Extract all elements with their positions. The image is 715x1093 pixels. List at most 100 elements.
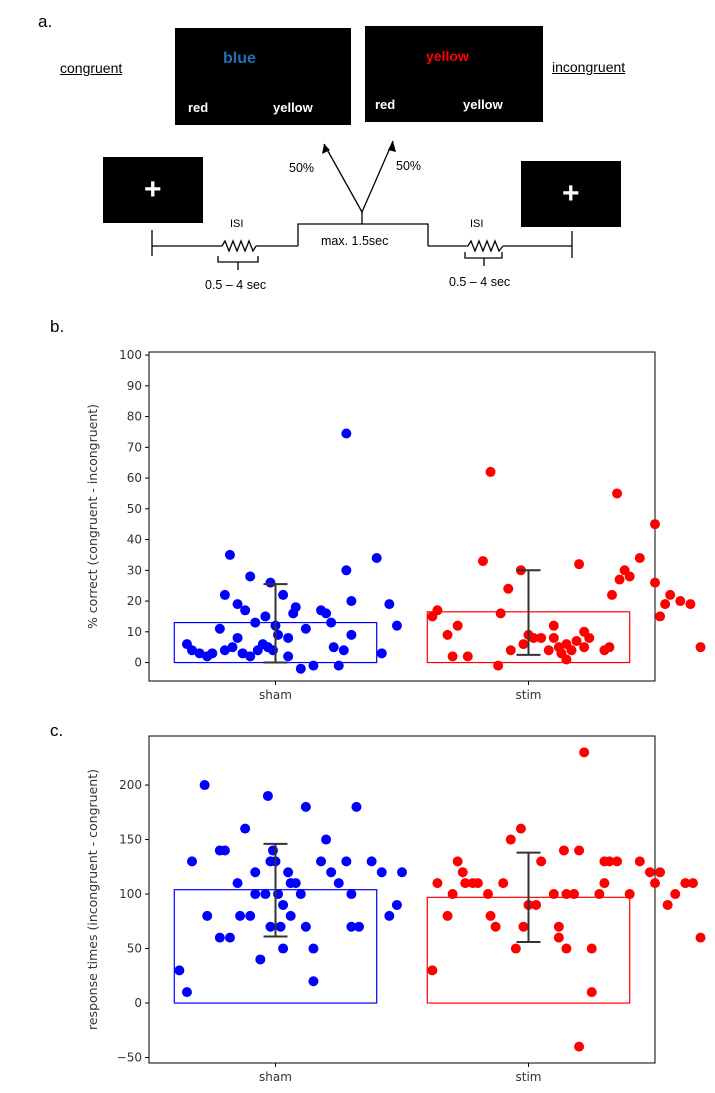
- chart-c-point-sham: [219, 845, 230, 856]
- chart-b-point-sham: [232, 599, 243, 610]
- chart-c-point-stim: [498, 878, 509, 889]
- chart-b-point-sham: [250, 617, 261, 628]
- response-window-label: max. 1.5sec: [321, 234, 389, 248]
- chart-c-point-sham: [346, 889, 357, 900]
- chart-c-point-stim: [472, 878, 483, 889]
- congruent-option-left: red: [188, 100, 209, 115]
- congruent-option-right: yellow: [273, 100, 313, 115]
- chart-c-point-stim: [612, 856, 623, 867]
- incongruent-option-left: red: [375, 97, 396, 112]
- congruent-color-word: blue: [223, 50, 256, 67]
- chart-b-point-stim: [495, 608, 506, 619]
- chart-c-point-sham: [265, 921, 276, 932]
- chart-c-point-stim: [490, 921, 501, 932]
- chart-c-point-sham: [326, 867, 337, 878]
- chart-b-point-sham: [219, 645, 230, 656]
- chart-b-point-stim: [452, 620, 463, 631]
- chart-b-point-sham: [260, 611, 271, 622]
- chart-c-point-stim: [510, 943, 521, 954]
- accuracy-difference-chart: 0 10 20 30 40 50 60 70 80 90 100 sham stim % correct …: [85, 348, 706, 702]
- chart-b-point-stim: [561, 654, 572, 665]
- chart-c-point-sham: [240, 823, 251, 834]
- chart-b-point-sham: [207, 648, 218, 659]
- chart-c-point-sham: [174, 965, 185, 976]
- chart-c-point-sham: [346, 921, 357, 932]
- chart-c-point-stim: [548, 889, 559, 900]
- chart-b-point-sham: [328, 642, 339, 653]
- chart-b-point-stim: [493, 660, 504, 671]
- chart-b-point-stim: [660, 599, 671, 610]
- chart-c-point-stim: [594, 889, 605, 900]
- chart-b-point-stim: [442, 629, 453, 640]
- chart-c-point-sham: [202, 910, 213, 921]
- probability-right: 50%: [396, 159, 422, 173]
- chart-b-point-sham: [341, 565, 352, 576]
- chart-b-point-stim: [432, 605, 443, 616]
- chart-b-point-sham: [376, 648, 387, 659]
- chart-c-point-sham: [283, 867, 294, 878]
- chart-c-xtick-label-sham: sham: [259, 1070, 292, 1084]
- chart-c-ytick-label: −50: [117, 1051, 142, 1065]
- fixation-screen-right: +: [521, 161, 621, 227]
- chart-b-point-sham: [265, 577, 276, 588]
- chart-b-point-stim: [485, 466, 496, 477]
- chart-c-point-stim: [558, 845, 569, 856]
- chart-b-ytick-label: 40: [127, 533, 142, 547]
- chart-b-point-sham: [346, 596, 357, 607]
- chart-b-point-sham: [321, 608, 332, 619]
- chart-c-point-stim: [680, 878, 691, 889]
- chart-b-point-sham: [283, 632, 294, 643]
- chart-b-point-stim: [477, 556, 488, 567]
- chart-c-point-stim: [457, 867, 468, 878]
- chart-c-point-sham: [255, 954, 266, 965]
- chart-b-point-stim: [695, 642, 706, 653]
- chart-b-point-stim: [650, 577, 660, 588]
- chart-c-ytick-label: 0: [134, 996, 142, 1010]
- chart-c-point-sham: [262, 790, 273, 801]
- chart-b-xtick-label-stim: stim: [516, 688, 542, 702]
- chart-b-point-sham: [278, 589, 289, 600]
- chart-c-point-stim: [561, 943, 572, 954]
- chart-c-point-sham: [300, 801, 311, 812]
- chart-c-point-stim: [579, 747, 590, 758]
- chart-b-point-sham: [245, 651, 256, 662]
- chart-b-ytick-label: 20: [127, 594, 142, 608]
- chart-c-point-stim: [574, 845, 585, 856]
- chart-b-point-sham: [245, 571, 256, 582]
- chart-b-point-stim: [675, 596, 686, 607]
- chart-b-point-stim: [624, 571, 635, 582]
- isi-range-left: 0.5 – 4 sec: [205, 278, 267, 292]
- chart-c-point-stim: [553, 932, 564, 943]
- chart-c-point-stim: [505, 834, 516, 845]
- chart-b-point-sham: [308, 660, 319, 671]
- chart-c-ytick-label: 50: [127, 942, 142, 956]
- chart-b-point-stim: [536, 632, 547, 643]
- chart-c-point-sham: [351, 801, 362, 812]
- chart-b-point-stim: [447, 651, 458, 662]
- chart-c-point-sham: [278, 899, 289, 910]
- chart-b-point-sham: [391, 620, 402, 631]
- chart-b-ytick-label: 10: [127, 625, 142, 639]
- chart-b-point-sham: [371, 553, 382, 564]
- chart-b-point-sham: [384, 599, 395, 610]
- chart-c-point-sham: [295, 889, 306, 900]
- chart-c-point-sham: [250, 867, 261, 878]
- panel-c-label: c.: [50, 721, 64, 740]
- chart-b-point-stim: [606, 589, 617, 600]
- chart-b-point-sham: [237, 648, 248, 659]
- chart-c-point-stim: [427, 965, 438, 976]
- chart-b-point-sham: [338, 645, 349, 656]
- chart-b-point-stim: [634, 553, 645, 564]
- chart-b-point-sham: [227, 642, 238, 653]
- chart-c-point-sham: [224, 932, 235, 943]
- chart-b-point-stim: [548, 632, 559, 643]
- chart-b-point-sham: [194, 648, 205, 659]
- panel-a-label: a.: [38, 12, 53, 31]
- chart-b-point-stim: [574, 559, 585, 570]
- chart-b-point-stim: [665, 589, 676, 600]
- chart-b-ytick-label: 100: [119, 348, 142, 362]
- chart-c-point-stim: [442, 910, 453, 921]
- chart-c-point-stim: [452, 856, 463, 867]
- chart-c-point-sham: [187, 856, 198, 867]
- chart-c-point-stim: [650, 878, 660, 889]
